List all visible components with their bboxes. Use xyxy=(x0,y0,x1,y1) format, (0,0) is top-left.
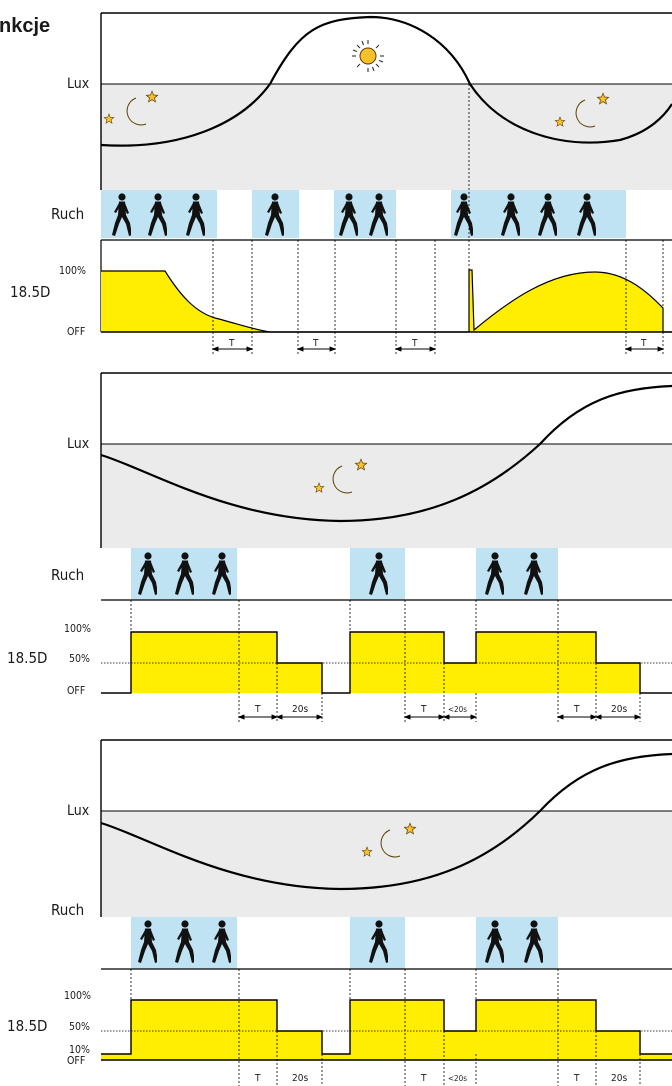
level-off-label: OFF xyxy=(67,685,85,697)
delay-20s-label: 20s xyxy=(292,704,308,715)
level-off-label: OFF xyxy=(67,326,85,338)
moon-icon xyxy=(575,99,596,128)
delay-t-label: T xyxy=(573,1073,580,1084)
lux-threshold-band xyxy=(101,444,672,548)
moon-icon xyxy=(332,465,353,494)
level-100-label: 100% xyxy=(59,265,86,277)
panel-1: Lux Ruch xyxy=(10,12,672,355)
delay-t-label: T xyxy=(254,1073,261,1084)
panel-3: Lux Ruch 100% 18.5D 50% 10% OFF xyxy=(7,739,672,1086)
mode-label: 18.5D xyxy=(7,1017,47,1035)
lux-curve xyxy=(100,752,672,891)
delay-lt20s-label: <20s xyxy=(448,705,467,714)
page-title: nkcje xyxy=(0,15,50,37)
lux-threshold-band xyxy=(101,84,672,190)
delay-t-label: T xyxy=(420,704,427,715)
level-10-label: 10% xyxy=(69,1044,90,1056)
output-signal xyxy=(101,1000,672,1060)
level-50-label: 50% xyxy=(69,1021,90,1033)
delay-t-label: T xyxy=(254,704,261,715)
lux-label: Lux xyxy=(67,76,90,92)
delay-t-label: T xyxy=(312,338,319,349)
mode-label: 18.5D xyxy=(7,649,47,667)
delay-t-label: T xyxy=(573,704,580,715)
lux-threshold-band xyxy=(101,811,672,917)
level-off-label: OFF xyxy=(67,1055,85,1067)
lux-label: Lux xyxy=(67,436,90,452)
delay-20s-label: 20s xyxy=(611,704,627,715)
delay-t-label: T xyxy=(411,338,418,349)
output-signal xyxy=(350,632,640,693)
level-50-label: 50% xyxy=(69,653,90,665)
motion-band xyxy=(476,917,558,969)
delay-20s-label: 20s xyxy=(292,1073,308,1084)
delay-t-label: T xyxy=(420,1073,427,1084)
lux-curve xyxy=(100,15,672,147)
mode-label: 18.5D xyxy=(10,283,50,301)
panel-2: Lux Ruch 100% 18.5D 50% OFF xyxy=(7,372,672,722)
motion-band xyxy=(451,190,626,238)
motion-label: Ruch xyxy=(51,205,84,223)
motion-band xyxy=(476,548,558,600)
lux-curve xyxy=(100,384,672,523)
output-signal xyxy=(101,271,270,332)
delay-t-label: T xyxy=(640,338,647,349)
delay-lt20s-label: <20s xyxy=(448,1074,467,1083)
output-signal xyxy=(131,632,322,693)
delay-20s-label: 20s xyxy=(611,1073,627,1084)
moon-icon xyxy=(126,97,147,126)
sun-icon xyxy=(352,40,384,72)
output-signal xyxy=(469,270,663,332)
motion-label: Ruch xyxy=(51,901,84,919)
motion-label: Ruch xyxy=(51,566,84,584)
delay-t-label: T xyxy=(228,338,235,349)
level-100-label: 100% xyxy=(64,990,91,1002)
moon-icon xyxy=(380,829,401,858)
lux-label: Lux xyxy=(67,803,90,819)
level-100-label: 100% xyxy=(64,623,91,635)
